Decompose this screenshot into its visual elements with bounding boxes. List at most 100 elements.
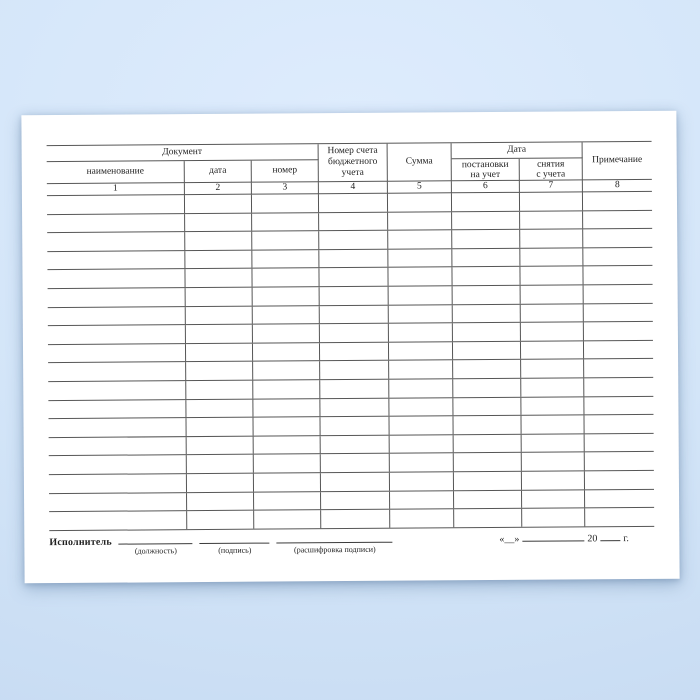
- registration-card-table: Документ Номер счета бюджетного учета Су…: [46, 140, 655, 531]
- table-cell-empty: [186, 399, 254, 418]
- table-cell-empty: [185, 231, 253, 250]
- table-cell-empty: [253, 473, 322, 492]
- position-blank-line: [118, 533, 193, 545]
- table-cell-empty: [186, 473, 255, 492]
- table-cell-empty: [321, 491, 391, 510]
- table-cell-empty: [388, 304, 453, 323]
- table-cell-empty: [186, 417, 254, 436]
- executor-label: Исполнитель: [49, 536, 112, 549]
- table-cell-empty: [253, 417, 321, 436]
- table-cell-empty: [319, 305, 389, 324]
- table-cell-empty: [389, 360, 454, 379]
- table-cell-empty: [521, 452, 585, 471]
- table-cell-empty: [520, 210, 584, 230]
- table-cell-empty: [389, 397, 454, 416]
- table-cell-empty: [185, 287, 253, 306]
- column-number-4: 4: [318, 181, 388, 195]
- table-cell-empty: [584, 341, 653, 359]
- table-cell-empty: [185, 324, 253, 343]
- position-field: (должность): [118, 533, 193, 556]
- table-cell-empty: [48, 362, 187, 382]
- table-cell-empty: [49, 511, 188, 530]
- table-cell-empty: [585, 508, 654, 526]
- table-cell-empty: [253, 398, 321, 417]
- table-cell-empty: [584, 322, 653, 340]
- signature-field: (подпись): [199, 532, 270, 555]
- table-cell-empty: [585, 471, 654, 489]
- table-cell-empty: [49, 492, 188, 512]
- footer: Исполнитель (должность) (подпись) (расши…: [49, 530, 654, 556]
- table-cell-empty: [453, 453, 522, 472]
- table-cell-empty: [320, 416, 390, 435]
- table-cell-empty: [47, 213, 186, 233]
- table-cell-empty: [521, 378, 585, 397]
- table-cell-empty: [452, 304, 521, 323]
- table-cell-empty: [47, 269, 186, 289]
- table-cell-empty: [390, 490, 455, 509]
- table-cell-empty: [252, 231, 320, 250]
- table-cell-empty: [521, 415, 585, 434]
- table-cell-empty: [389, 472, 454, 491]
- table-cell-empty: [521, 434, 585, 453]
- table-cell-empty: [452, 211, 521, 230]
- day-placeholder: «__»: [499, 533, 520, 545]
- table-cell-empty: [584, 415, 653, 433]
- table-cell-empty: [47, 288, 186, 307]
- table-cell-empty: [585, 452, 654, 470]
- table-cell-empty: [47, 306, 186, 326]
- table-cell-empty: [453, 434, 522, 453]
- table-cell-empty: [520, 248, 584, 267]
- column-number-3: 3: [251, 182, 319, 195]
- table-cell-empty: [48, 418, 187, 437]
- table-cell-empty: [520, 322, 584, 341]
- table-cell-empty: [451, 192, 521, 211]
- table-cell-empty: [320, 472, 391, 491]
- table-cell-empty: [319, 286, 389, 305]
- table-cell-empty: [319, 212, 389, 231]
- table-cell-empty: [388, 211, 453, 230]
- table-cell-empty: [453, 471, 522, 490]
- header-date-group: Дата: [451, 142, 583, 160]
- table-cell-empty: [185, 343, 254, 362]
- table-cell-empty: [522, 489, 586, 508]
- table-cell-empty: [389, 435, 454, 454]
- paper-sheet: Документ Номер счета бюджетного учета Су…: [21, 110, 680, 584]
- table-cell-empty: [388, 342, 454, 361]
- table-cell-empty: [320, 454, 390, 473]
- table-cell-empty: [48, 436, 187, 456]
- table-cell-empty: [320, 361, 390, 380]
- table-cell-empty: [48, 474, 188, 493]
- table-cell-empty: [251, 194, 320, 213]
- table-cell-empty: [388, 230, 453, 249]
- table-cell-empty: [521, 396, 585, 415]
- table-cell-empty: [453, 415, 522, 435]
- table-cell-empty: [453, 360, 522, 379]
- table-cell-empty: [452, 248, 521, 267]
- table-cell-empty: [48, 455, 187, 475]
- table-cell-empty: [453, 378, 522, 397]
- table-cell-empty: [320, 435, 390, 454]
- table-cell-empty: [320, 398, 390, 417]
- table-body: [46, 191, 655, 531]
- table-cell-empty: [319, 249, 389, 268]
- year-blank-line: [600, 530, 621, 542]
- table-cell-empty: [452, 285, 521, 304]
- table-cell-empty: [185, 213, 253, 232]
- table-cell-empty: [253, 380, 321, 399]
- table-cell-empty: [185, 250, 253, 269]
- column-number-1: 1: [46, 183, 185, 197]
- table-cell-empty: [388, 323, 453, 342]
- table-cell-empty: [583, 192, 652, 210]
- table-cell-empty: [48, 399, 187, 419]
- table-cell-empty: [319, 268, 389, 287]
- column-number-6: 6: [451, 180, 520, 194]
- table-cell-empty: [47, 232, 186, 251]
- table-cell-empty: [453, 397, 522, 416]
- table-cell-empty: [319, 230, 389, 249]
- table-cell-empty: [319, 342, 390, 361]
- header-document-group: Документ: [46, 144, 319, 163]
- table-cell-empty: [387, 193, 453, 212]
- table-cell-empty: [519, 192, 584, 211]
- header-name: наименование: [46, 161, 185, 185]
